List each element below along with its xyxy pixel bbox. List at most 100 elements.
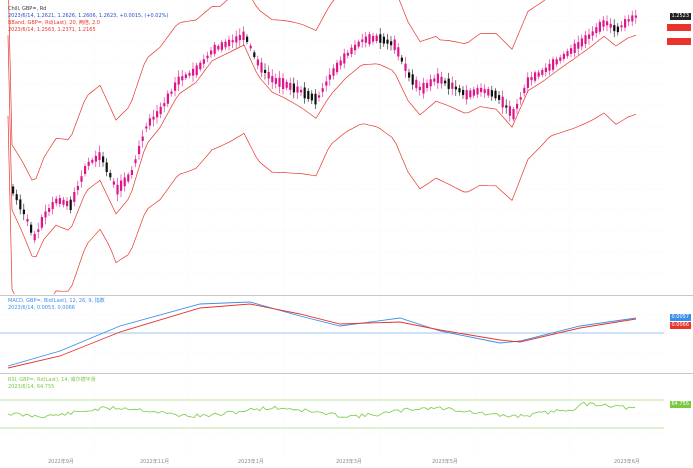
rsi-title: RSI, GBP=, Rd(Last), 14, 威尔德平滑 xyxy=(8,377,96,383)
candle-body xyxy=(606,21,609,26)
candle-body xyxy=(30,224,33,233)
rsi-chart[interactable] xyxy=(0,374,693,454)
candle-body xyxy=(12,186,15,194)
rsi-lines xyxy=(0,399,664,429)
candle-body xyxy=(235,36,238,43)
candle-body xyxy=(55,198,58,204)
candle-body xyxy=(364,36,367,43)
candle-body xyxy=(310,93,313,101)
candle-body xyxy=(559,57,562,61)
time-axis-label: 2023年6月 xyxy=(614,459,640,465)
candle-body xyxy=(256,59,259,66)
candle-body xyxy=(354,44,357,51)
candle-body xyxy=(627,19,630,22)
candle-body xyxy=(213,44,216,54)
candle-body xyxy=(552,59,555,70)
candle-body xyxy=(418,86,421,91)
candle-body xyxy=(357,41,360,47)
macd-lines xyxy=(0,301,664,369)
candle-body xyxy=(120,180,123,191)
candle-body xyxy=(87,161,90,166)
candle-body xyxy=(91,159,94,163)
macd-line xyxy=(7,301,637,367)
candle-body xyxy=(375,35,378,42)
candle-body xyxy=(166,93,169,104)
rsi-pane[interactable]: RSI, GBP=, Rd(Last), 14, 威尔德平滑 2023/6/14… xyxy=(0,374,693,454)
upper-band-line xyxy=(8,0,546,181)
macd-chart[interactable] xyxy=(0,296,693,372)
time-axis[interactable]: 2022年9月 2022年11月 2023年1月 2023年3月 2023年5月… xyxy=(0,455,693,468)
candle-body xyxy=(598,21,601,32)
candle-body xyxy=(440,76,443,84)
price-chart[interactable] xyxy=(0,0,693,294)
candle-body xyxy=(84,166,87,174)
candle-body xyxy=(346,52,349,56)
candle-body xyxy=(300,89,303,93)
candle-body xyxy=(145,126,148,129)
candle-body xyxy=(170,91,173,94)
macd-legend: MACD, GBP=, Bid(Last), 12, 26, 9, 指数 202… xyxy=(8,298,105,312)
candle-body xyxy=(26,218,29,222)
candle-body xyxy=(141,136,144,141)
price-chart-pane[interactable]: Chill, GBP=, Rd 2023/6/14, 1.2621, 1.262… xyxy=(0,0,693,294)
rsi-readout: 2023/6/14, 64.755 xyxy=(8,384,55,390)
macd-pane[interactable]: MACD, GBP=, Bid(Last), 12, 26, 9, 指数 202… xyxy=(0,296,693,372)
candle-body xyxy=(15,194,18,201)
candle-body xyxy=(253,52,256,58)
candle-body xyxy=(400,57,403,62)
macd-title: MACD, GBP=, Bid(Last), 12, 26, 9, 指数 xyxy=(8,298,105,304)
candle-body xyxy=(44,211,47,218)
candle-body xyxy=(19,199,22,210)
candle-body xyxy=(22,209,25,215)
signal-line xyxy=(7,303,637,369)
bband-legend: BBand, GBP=, Rd(Last), 20, 两倍, 2.0 xyxy=(8,20,100,26)
candle-body xyxy=(37,229,40,232)
time-axis-label: 2023年5月 xyxy=(432,459,458,465)
candle-body xyxy=(202,59,205,64)
candle-body xyxy=(562,53,565,59)
candle-body xyxy=(487,89,490,96)
candle-body xyxy=(490,90,493,97)
pane-separator[interactable] xyxy=(0,295,693,296)
candle-body xyxy=(422,82,425,94)
candle-body xyxy=(192,68,195,76)
candle-body xyxy=(505,105,508,108)
candle-body xyxy=(634,15,637,18)
candle-body xyxy=(238,35,241,41)
candle-body xyxy=(116,184,119,195)
candle-body xyxy=(314,93,317,105)
candle-body xyxy=(566,51,569,57)
candle-body xyxy=(296,86,299,93)
candle-body xyxy=(80,176,83,182)
candle-body xyxy=(386,39,389,44)
candle-body xyxy=(33,233,36,241)
candle-body xyxy=(426,82,429,89)
candle-body xyxy=(469,90,472,98)
last-price-tag: 1.2523 xyxy=(669,13,691,20)
candle-body xyxy=(112,181,115,185)
candle-body xyxy=(246,36,249,42)
candle-body xyxy=(138,145,141,155)
candle-body xyxy=(580,38,583,47)
candle-body xyxy=(444,80,447,84)
price-legend: Chill, GBP=, Rd 2023/6/14, 1.2621, 1.262… xyxy=(8,6,168,34)
ohlc-readout: 2023/6/14, 1.2621, 1.2626, 1.2606, 1.262… xyxy=(8,13,169,19)
lower-band-line xyxy=(7,112,637,294)
mid-band-tag xyxy=(667,38,691,45)
candle-body xyxy=(541,69,544,75)
candle-body xyxy=(408,72,411,78)
candle-body xyxy=(98,152,101,161)
bband-readout: 2023/6/14, 1.2563, 1.2371, 1.2165 xyxy=(8,27,96,33)
candle-body xyxy=(231,40,234,43)
candle-body xyxy=(249,45,252,49)
candle-body xyxy=(66,200,69,207)
candle-body xyxy=(404,63,407,71)
candle-body xyxy=(289,82,292,90)
candle-body xyxy=(105,162,108,173)
candle-body xyxy=(109,172,112,178)
candle-body xyxy=(282,78,285,90)
candle-body xyxy=(130,170,133,175)
macd-value-tag: 0.0057 xyxy=(669,314,691,321)
pane-separator[interactable] xyxy=(0,373,693,374)
candle-body xyxy=(332,68,335,76)
